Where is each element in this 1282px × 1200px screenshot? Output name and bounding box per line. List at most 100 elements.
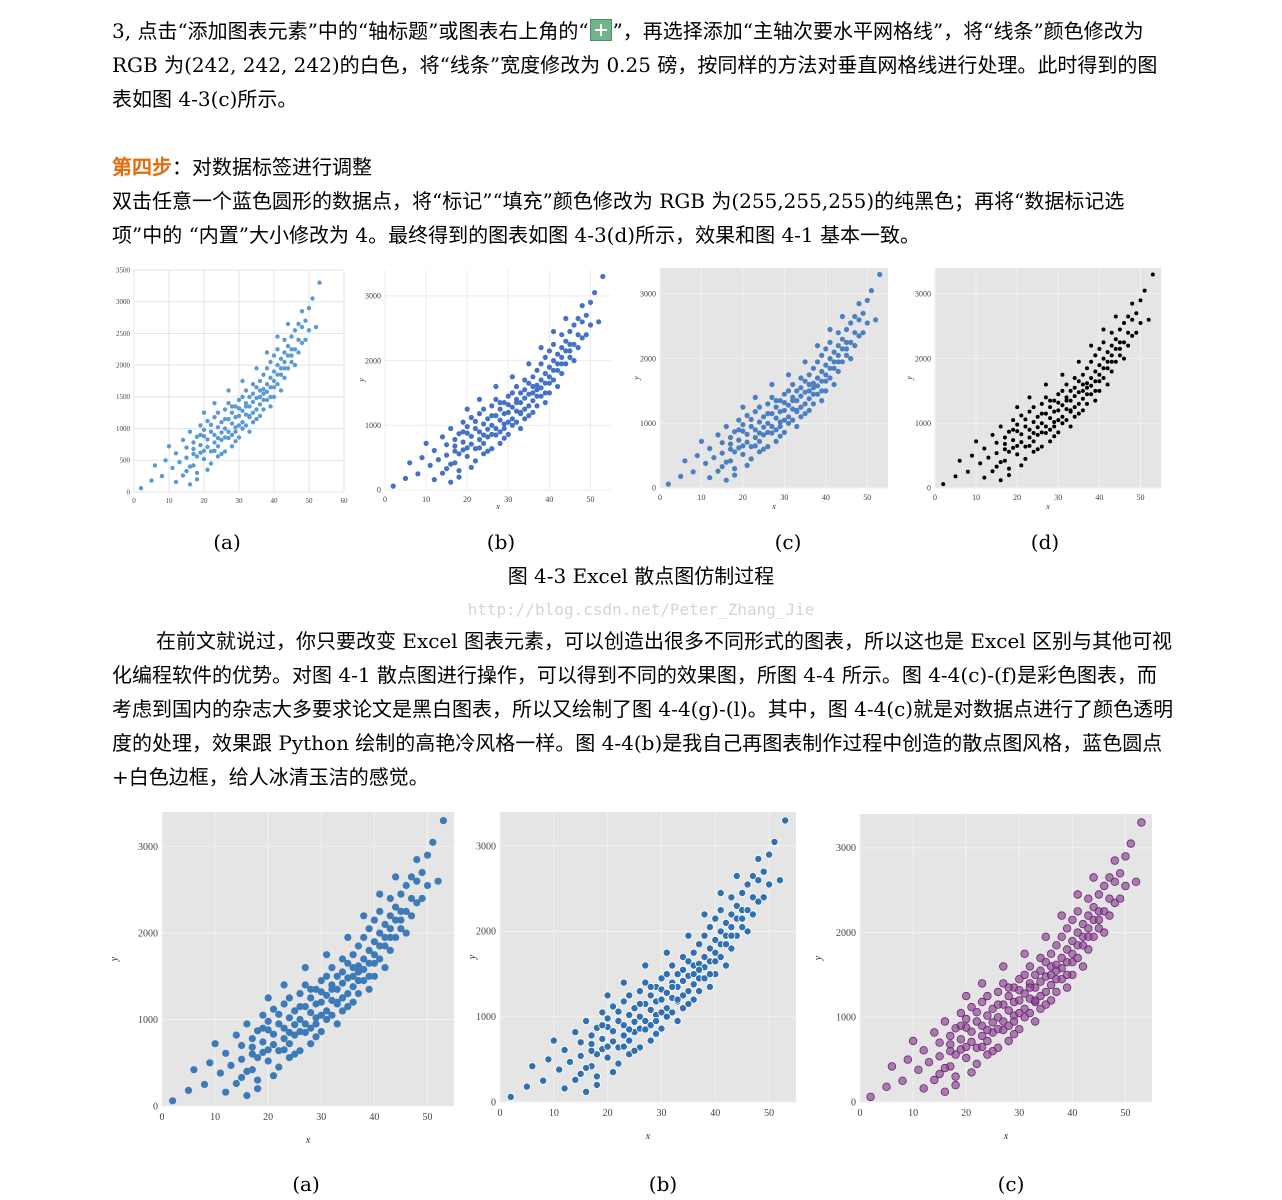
scatter-point <box>456 474 462 480</box>
scatter-point <box>518 409 524 415</box>
scatter-point <box>700 910 709 919</box>
scatter-point <box>736 445 742 451</box>
scatter-point <box>695 940 704 949</box>
scatter-point <box>546 390 552 396</box>
scatter-point <box>598 1021 607 1030</box>
scatter-point <box>489 403 495 409</box>
scatter-point <box>468 464 474 470</box>
scatter-point <box>317 977 325 985</box>
scatter-point <box>513 400 520 406</box>
scatter-point <box>738 914 747 923</box>
scatter-point <box>852 313 858 320</box>
scatter-point <box>530 398 536 404</box>
scatter-point <box>835 359 841 365</box>
scatter-point <box>376 942 384 950</box>
scatter-point <box>662 970 671 979</box>
scatter-point <box>370 916 378 924</box>
scatter-point <box>592 1080 601 1089</box>
panel-label-4b: (b) <box>648 1172 678 1196</box>
x-tick-label: 0 <box>383 495 387 504</box>
scatter-point <box>765 401 771 407</box>
scatter-point <box>232 1031 240 1039</box>
scatter-point <box>1126 343 1131 348</box>
scatter-point <box>390 483 396 489</box>
scatter-point <box>296 1047 304 1055</box>
scatter-point <box>291 1007 299 1015</box>
scatter-point <box>732 466 738 472</box>
scatter-point <box>1031 405 1036 410</box>
scatter-point <box>254 395 259 401</box>
scatter-point <box>509 374 515 380</box>
scatter-point <box>501 411 507 417</box>
scatter-point <box>497 406 503 412</box>
scatter-point <box>177 460 182 465</box>
scatter-point <box>908 1036 918 1046</box>
scatter-point <box>538 377 544 383</box>
scatter-point <box>1105 366 1110 371</box>
scatter-point <box>1057 974 1066 984</box>
scatter-point <box>1089 359 1094 364</box>
scatter-point <box>1101 340 1106 345</box>
scatter-point <box>264 389 270 394</box>
scatter-point <box>360 977 368 985</box>
scatter-point <box>1117 327 1122 332</box>
scatter-point <box>370 951 378 959</box>
scatter-point <box>1064 407 1069 412</box>
scatter-point <box>1085 381 1089 386</box>
scatter-point <box>940 1017 950 1026</box>
scatter-point <box>736 427 742 433</box>
scatter-point <box>1105 350 1110 355</box>
scatter-point <box>1117 346 1122 351</box>
scatter-point <box>657 1008 666 1017</box>
scatter-point <box>476 411 483 417</box>
scatter-point <box>1046 949 1056 958</box>
scatter-point <box>1126 330 1131 335</box>
scatter-point <box>226 435 231 441</box>
scatter-point <box>271 369 277 374</box>
scatter-point <box>864 320 870 326</box>
scatter-point <box>481 421 487 427</box>
scatter-point <box>201 448 207 453</box>
scatter-point <box>668 961 677 970</box>
y-tick-label: 1000 <box>640 419 656 428</box>
paragraph-step3-text-a: 3, 点击“添加图表元素”中的“轴标题”或图表右上角的“ <box>112 19 589 43</box>
scatter-point <box>689 980 698 989</box>
scatter-point <box>608 1068 617 1077</box>
scatter-point <box>1084 894 1093 903</box>
scatter-point <box>201 434 207 439</box>
scatter-point <box>534 393 540 399</box>
scatter-point <box>1023 417 1028 422</box>
scatter-point <box>550 367 557 373</box>
scatter-point <box>1130 317 1135 322</box>
scatter-point <box>250 391 256 396</box>
scatter-point <box>402 881 410 890</box>
scatter-point <box>619 1021 628 1030</box>
x-tick-label: 40 <box>369 1112 379 1123</box>
scatter-point <box>280 1035 288 1043</box>
scatter-point <box>254 1054 262 1062</box>
scatter-point <box>777 398 783 404</box>
scatter-point <box>956 1021 966 1030</box>
scatter-point <box>215 435 221 441</box>
y-tick-label: 0 <box>652 484 656 493</box>
scatter-point <box>877 271 883 278</box>
scatter-point <box>386 894 394 903</box>
scatter-point <box>1072 414 1077 419</box>
scatter-point <box>222 416 228 422</box>
scatter-point <box>489 422 495 428</box>
scatter-point <box>194 477 200 482</box>
scatter-point <box>827 326 833 333</box>
scatter-point <box>785 414 792 420</box>
scatter-point <box>289 353 294 358</box>
scatter-point <box>1025 962 1035 971</box>
scatter-point <box>152 463 158 468</box>
scatter-point <box>1064 395 1069 400</box>
scatter-point <box>1138 321 1143 325</box>
scatter-point <box>961 1014 971 1024</box>
scatter-point <box>827 365 833 371</box>
scatter-point <box>243 423 249 428</box>
scatter-point <box>1027 409 1032 414</box>
scatter-point <box>571 1028 580 1037</box>
scatter-point <box>794 388 800 394</box>
step4-heading: 第四步：对数据标签进行调整 <box>112 150 372 184</box>
